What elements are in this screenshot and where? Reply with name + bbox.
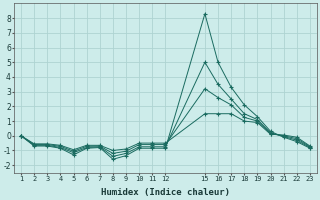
- X-axis label: Humidex (Indice chaleur): Humidex (Indice chaleur): [101, 188, 230, 197]
